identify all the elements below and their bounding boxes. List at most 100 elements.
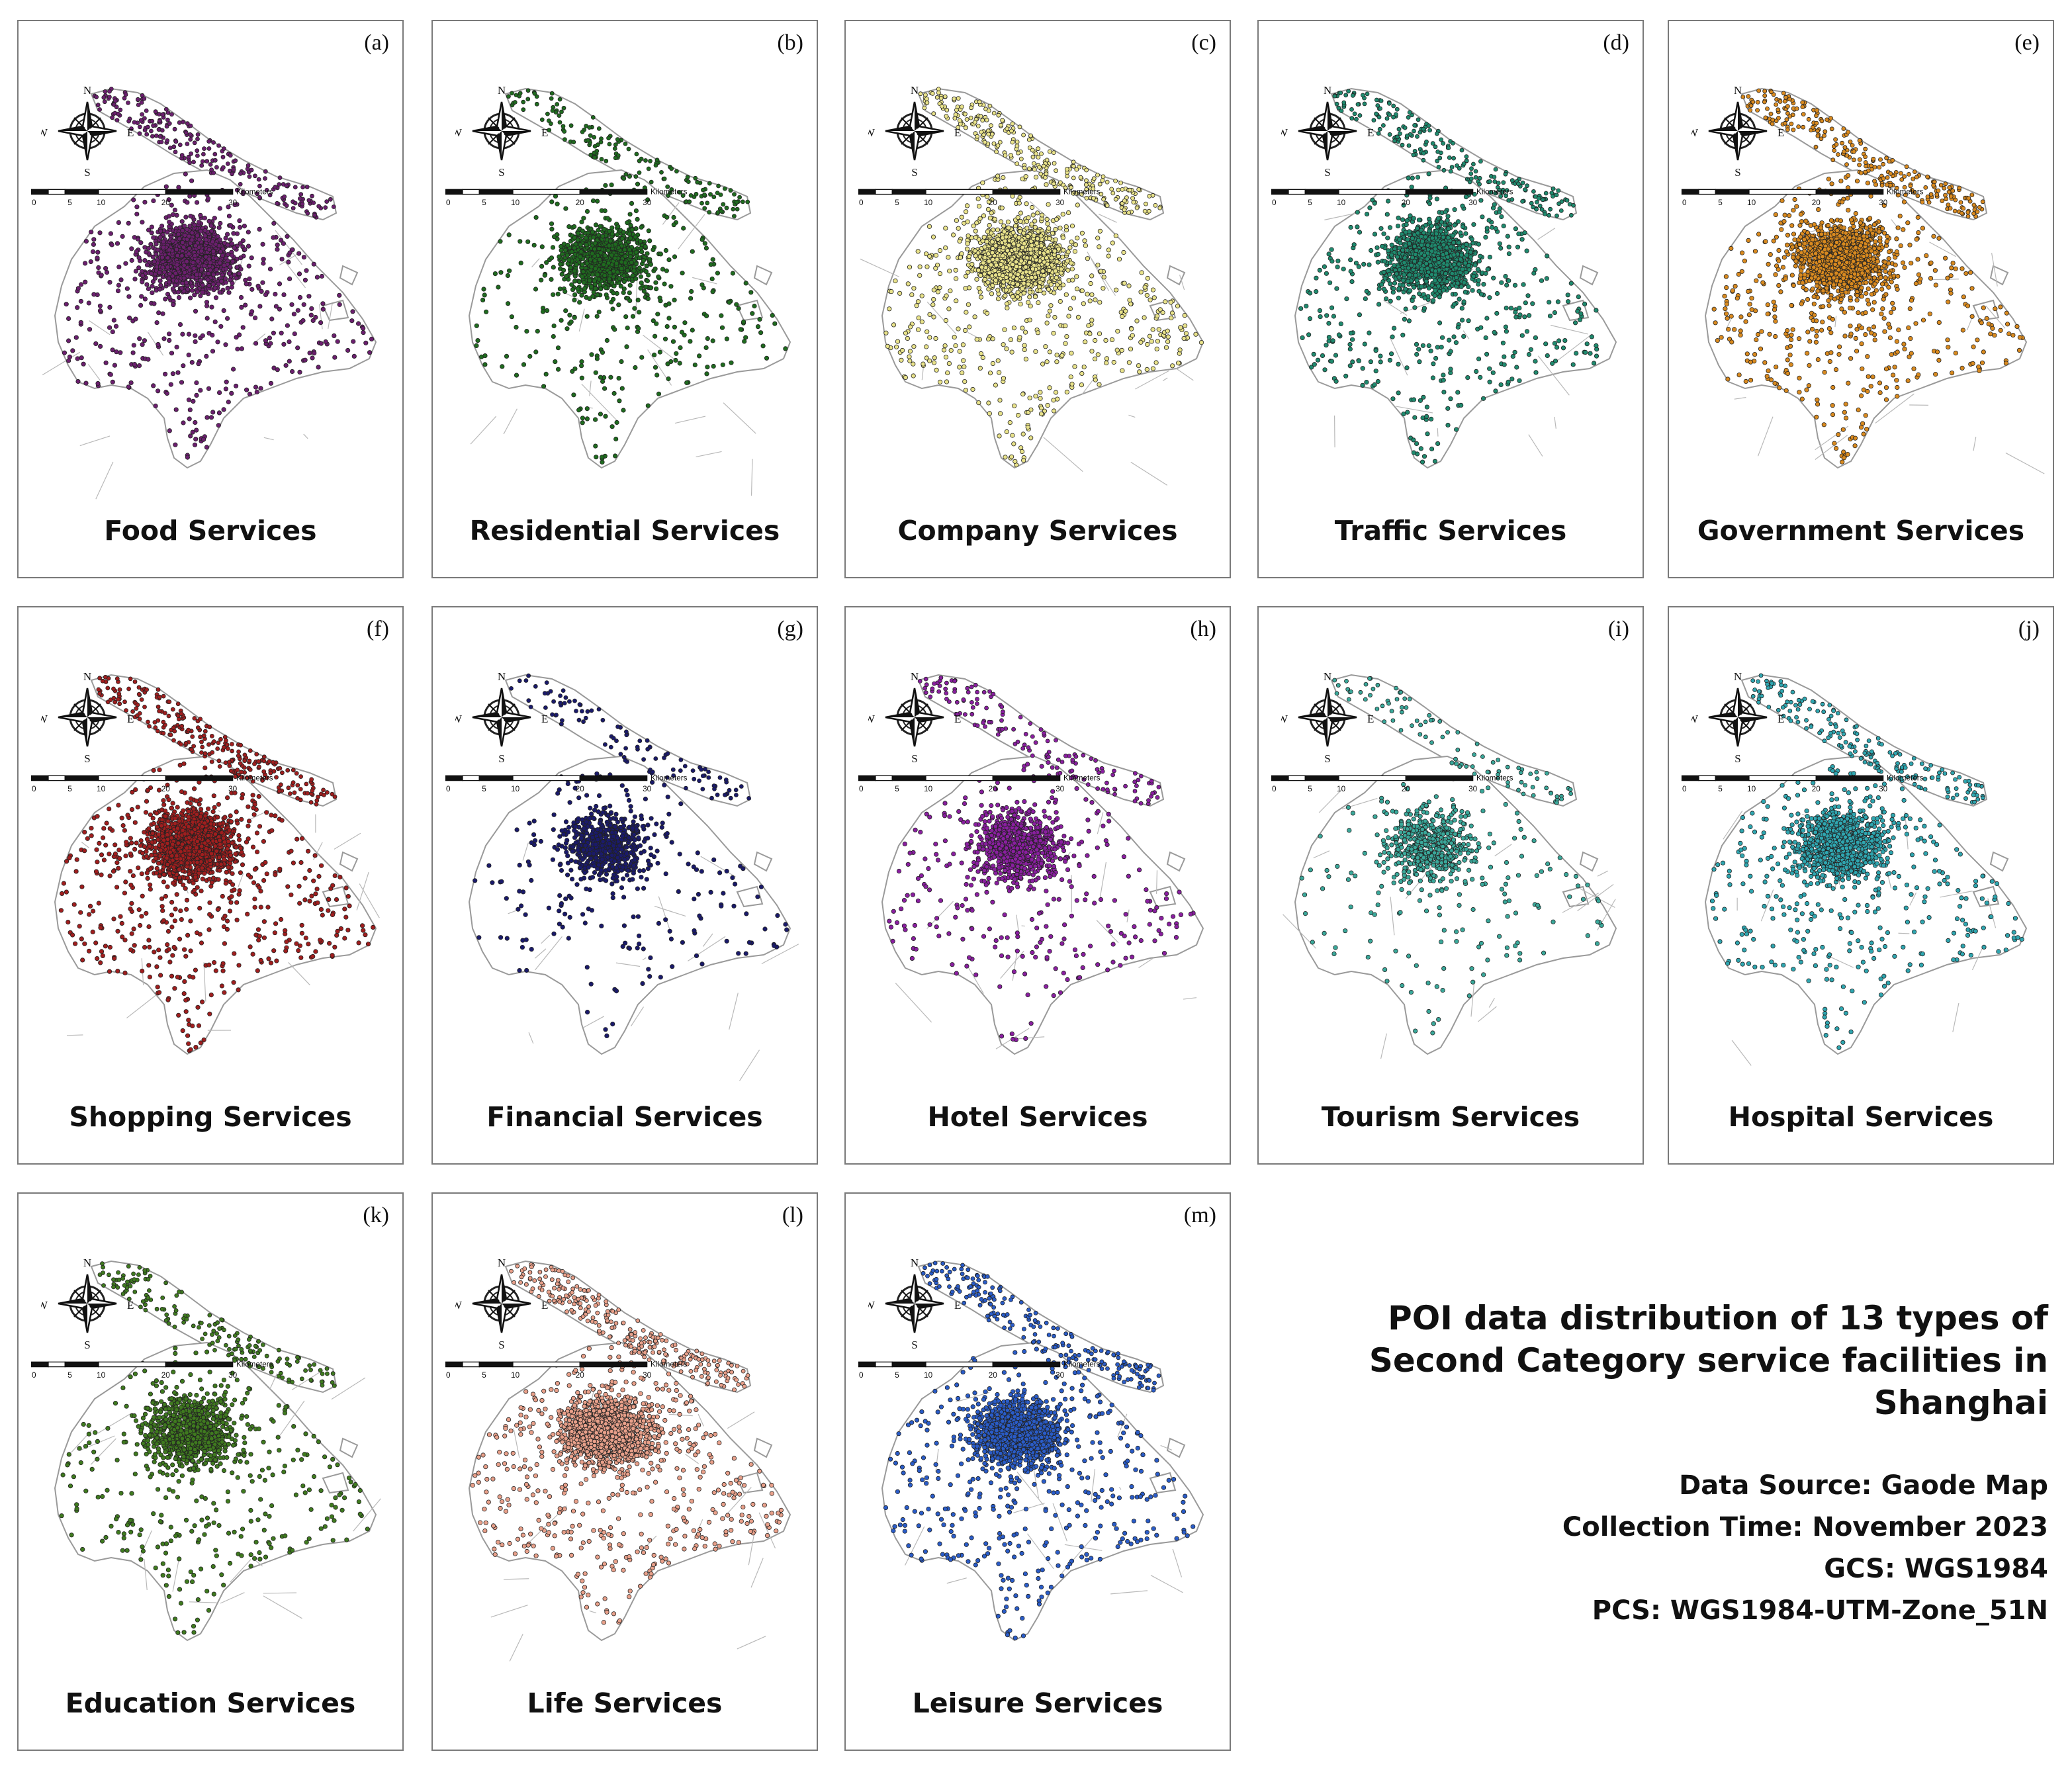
panel-title: Food Services <box>19 515 402 547</box>
scale-unit-label: Kilometers <box>1063 188 1101 197</box>
scale-unit-label: Kilometers <box>1887 774 1924 783</box>
poi-points <box>473 673 789 1039</box>
compass-label-e: E <box>1778 126 1784 139</box>
poi-points <box>1709 673 2024 1050</box>
scale-bar: 0 5 10 20 30 Kilometers <box>1271 774 1513 793</box>
compass-label-n: N <box>1324 671 1331 683</box>
scale-unit-label: Kilometers <box>651 774 688 783</box>
scale-tick-label: 5 <box>895 785 899 793</box>
poi-map <box>881 674 1204 1055</box>
scale-bar: 0 5 10 20 30 Kilometers <box>1681 188 1924 207</box>
map-panel: N S E W 0 5 10 20 30 Kilometers (m) Leisure Service… <box>844 1192 1231 1751</box>
compass-label-n: N <box>1734 671 1742 683</box>
compass-label-s: S <box>84 166 90 177</box>
panel-label: (b) <box>777 30 803 56</box>
panel-label: (f) <box>367 617 389 642</box>
poi-points <box>474 88 788 465</box>
poi-points <box>1298 89 1599 465</box>
scale-tick-label: 5 <box>895 1371 899 1380</box>
scale-tick-label: 5 <box>482 1371 486 1380</box>
panel-title: Hotel Services <box>846 1101 1230 1133</box>
scale-tick-label: 20 <box>1402 785 1411 793</box>
gcs-text: GCS: WGS1984 <box>1562 1548 2048 1590</box>
scale-bar: 0 5 10 20 30 Kilometers <box>1681 774 1924 793</box>
map-panel: N S E W 0 5 10 20 30 Kilometers (a) Food Services <box>17 20 404 578</box>
scale-bar: 0 5 10 20 30 Kilometers <box>1271 188 1513 207</box>
compass-label-s: S <box>498 752 504 764</box>
map-outline <box>1294 674 1617 1055</box>
compass-label-s: S <box>1734 752 1740 764</box>
compass-label-s: S <box>911 1339 917 1350</box>
scale-tick-label: 30 <box>1056 199 1065 207</box>
scale-tick-label: 30 <box>1468 785 1478 793</box>
scale-tick-label: 30 <box>1468 199 1478 207</box>
scale-tick-label: 10 <box>1747 199 1756 207</box>
compass-label-n: N <box>911 671 919 683</box>
map-outline <box>468 87 791 469</box>
scale-tick-label: 5 <box>68 199 72 207</box>
scale-bar: 0 5 10 20 30 Kilometers <box>30 188 273 207</box>
compass-label-e: E <box>127 1299 134 1311</box>
scale-unit-label: Kilometers <box>1476 188 1513 197</box>
compass-label-n: N <box>911 1257 919 1269</box>
poi-map <box>468 673 799 1081</box>
scale-tick-label: 10 <box>1337 785 1346 793</box>
panel-label: (i) <box>1608 617 1629 642</box>
compass-label-n: N <box>83 1257 91 1269</box>
compass-label-e: E <box>1778 713 1784 725</box>
north-arrow: N S E W <box>868 1257 961 1350</box>
scale-unit-label: Kilometers <box>236 188 273 197</box>
scale-unit-label: Kilometers <box>1887 188 1924 197</box>
scale-bar: 0 5 10 20 30 Kilometers <box>30 1360 273 1380</box>
scale-tick-label: 5 <box>482 199 486 207</box>
compass-label-w: W <box>868 1299 876 1311</box>
map-panel: N S E W 0 5 10 20 30 Kilometers (h) Hotel Services <box>844 606 1231 1165</box>
scale-tick-label: 5 <box>895 199 899 207</box>
scale-tick-label: 30 <box>228 199 238 207</box>
poi-map <box>1283 674 1617 1059</box>
panel-label: (j) <box>2018 617 2040 642</box>
map-panel: N S E W 0 5 10 20 30 Kilometers (f) Shopping Servic… <box>17 606 404 1165</box>
scale-tick-label: 10 <box>1337 199 1346 207</box>
compass-label-w: W <box>1281 713 1288 725</box>
compass-label-s: S <box>1324 752 1330 764</box>
scale-tick-label: 20 <box>1812 199 1821 207</box>
scale-tick-label: 5 <box>68 1371 72 1380</box>
scale-tick-label: 20 <box>989 1371 998 1380</box>
scale-tick-label: 30 <box>228 1371 238 1380</box>
north-arrow: N S E W <box>41 85 134 177</box>
map-outline <box>468 674 791 1055</box>
scale-unit-label: Kilometers <box>1063 1360 1101 1369</box>
scale-tick-label: 5 <box>482 785 486 793</box>
map-panel: N S E W 0 5 10 20 30 Kilometers (j) Hospital Servic… <box>1668 606 2054 1165</box>
north-arrow: N S E W <box>1691 85 1784 177</box>
scale-tick-label: 10 <box>924 199 933 207</box>
north-arrow: N S E W <box>868 85 961 177</box>
poi-map <box>468 87 791 496</box>
scale-tick-label: 0 <box>32 785 36 793</box>
poi-points <box>59 1261 370 1635</box>
scale-bar: 0 5 10 20 30 Kilometers <box>445 188 688 207</box>
scale-tick-label: 20 <box>989 199 998 207</box>
poi-map <box>54 674 380 1055</box>
map-panel: N S E W 0 5 10 20 30 Kilometers (c) Company Service… <box>844 20 1231 578</box>
north-arrow: N S E W <box>1281 85 1374 177</box>
compass-label-s: S <box>84 1339 90 1350</box>
panel-label: (a) <box>364 30 389 56</box>
compass-label-w: W <box>1691 126 1699 139</box>
compass-label-s: S <box>498 1339 504 1350</box>
scale-tick-label: 20 <box>576 785 585 793</box>
poi-map <box>1294 87 1617 469</box>
compass-label-e: E <box>954 713 961 725</box>
panel-label: (c) <box>1191 30 1216 56</box>
panel-title: Company Services <box>846 515 1230 547</box>
compass-label-s: S <box>1324 166 1330 177</box>
panel-label: (e) <box>2014 30 2040 56</box>
panel-title: Tourism Services <box>1259 1101 1643 1133</box>
poi-map <box>468 1260 791 1662</box>
scale-unit-label: Kilometers <box>1476 774 1513 783</box>
scale-tick-label: 5 <box>1308 199 1312 207</box>
panel-title: Traffic Services <box>1259 515 1643 547</box>
poi-map <box>1704 673 2028 1066</box>
panel-title: Financial Services <box>433 1101 817 1133</box>
